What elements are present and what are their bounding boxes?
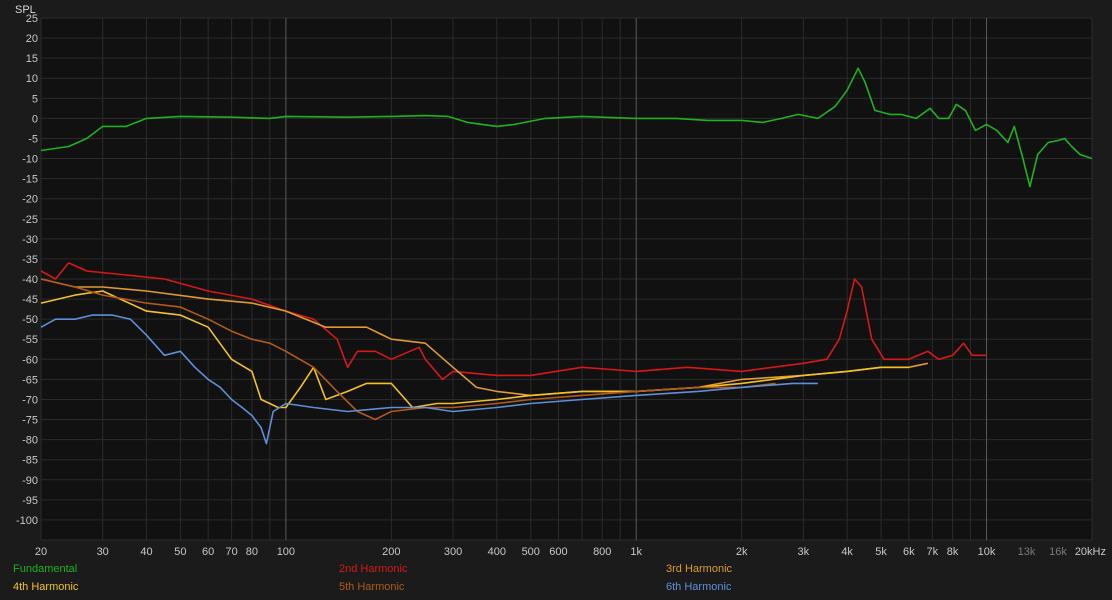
series-line (40, 67, 1093, 188)
series-line (40, 278, 776, 421)
y-tick-label: -90 (22, 475, 38, 487)
y-tick-label: -15 (22, 174, 38, 186)
x-tick-label: 800 (593, 546, 611, 558)
y-tick-label: -65 (22, 374, 38, 386)
y-tick-label: -80 (22, 435, 38, 447)
y-tick-label: 20 (26, 33, 38, 45)
y-tick-label: -10 (22, 154, 38, 166)
y-tick-label: -50 (22, 314, 38, 326)
legend-item: 5th Harmonic (339, 581, 405, 593)
x-tick-label: 16k (1049, 546, 1067, 558)
y-tick-label: -45 (22, 294, 38, 306)
y-tick-label: -35 (22, 254, 38, 266)
x-tick-label: 70 (225, 546, 237, 558)
x-tick-label: 20 (35, 546, 47, 558)
y-tick-label: -70 (22, 394, 38, 406)
y-tick-label: 25 (26, 13, 38, 25)
x-tick-label: 400 (488, 546, 506, 558)
x-tick-label: 40 (140, 546, 152, 558)
y-tick-label: -75 (22, 415, 38, 427)
y-tick-label: -60 (22, 354, 38, 366)
x-tick-label: 50 (174, 546, 186, 558)
x-tick-label: 2k (736, 546, 748, 558)
y-tick-label: -95 (22, 495, 38, 507)
legend-item: Fundamental (13, 563, 78, 575)
x-tick-label: 30 (97, 546, 109, 558)
y-axis-label: SPL (15, 4, 36, 16)
x-tick-label: 8k (947, 546, 959, 558)
y-tick-label: -30 (22, 234, 38, 246)
x-tick-label: 3k (798, 546, 810, 558)
y-tick-label: -25 (22, 214, 38, 226)
series-line (40, 314, 818, 445)
y-tick-label: 5 (32, 93, 38, 105)
x-tick-label: 6k (903, 546, 915, 558)
major-grid (285, 18, 988, 540)
legend-item: 2nd Harmonic (339, 563, 408, 575)
legend-item: 6th Harmonic (666, 581, 732, 593)
legend-item: 3rd Harmonic (666, 563, 733, 575)
y-tick-label: -55 (22, 334, 38, 346)
x-tick-label: 5k (875, 546, 887, 558)
x-tick-label: 13k (1018, 546, 1036, 558)
x-tick-label: 600 (549, 546, 567, 558)
y-tick-label: -20 (22, 194, 38, 206)
x-tick-label: 300 (444, 546, 462, 558)
x-tick-label: 20kHz (1075, 546, 1106, 558)
x-tick-label: 100 (277, 546, 295, 558)
x-tick-label: 80 (246, 546, 258, 558)
y-tick-label: -5 (28, 133, 38, 145)
x-tick-label: 1k (630, 546, 642, 558)
x-tick-label: 500 (522, 546, 540, 558)
legend-item: 4th Harmonic (13, 581, 79, 593)
y-tick-label: 0 (32, 113, 38, 125)
x-tick-label: 7k (926, 546, 938, 558)
series-line (40, 262, 987, 381)
x-tick-label: 4k (841, 546, 853, 558)
x-tick-label: 200 (382, 546, 400, 558)
minor-grid (40, 17, 1093, 541)
x-axis-ticks: 20 30 40 50 60 70 80 100 200 300 400 500 600 800 1k 2k 3… (35, 546, 1106, 558)
y-tick-label: 15 (26, 53, 38, 65)
y-tick-label: -85 (22, 455, 38, 467)
y-tick-label: 10 (26, 73, 38, 85)
x-tick-label: 10k (978, 546, 996, 558)
y-axis-ticks: 25 20 15 10 5 0 -5 -10 -15 -20 -25 -30 -35 -40 -45 -50 -… (16, 13, 38, 527)
y-tick-label: -100 (16, 515, 38, 527)
x-tick-label: 60 (202, 546, 214, 558)
series-layer (40, 67, 1093, 445)
y-tick-label: -40 (22, 274, 38, 286)
